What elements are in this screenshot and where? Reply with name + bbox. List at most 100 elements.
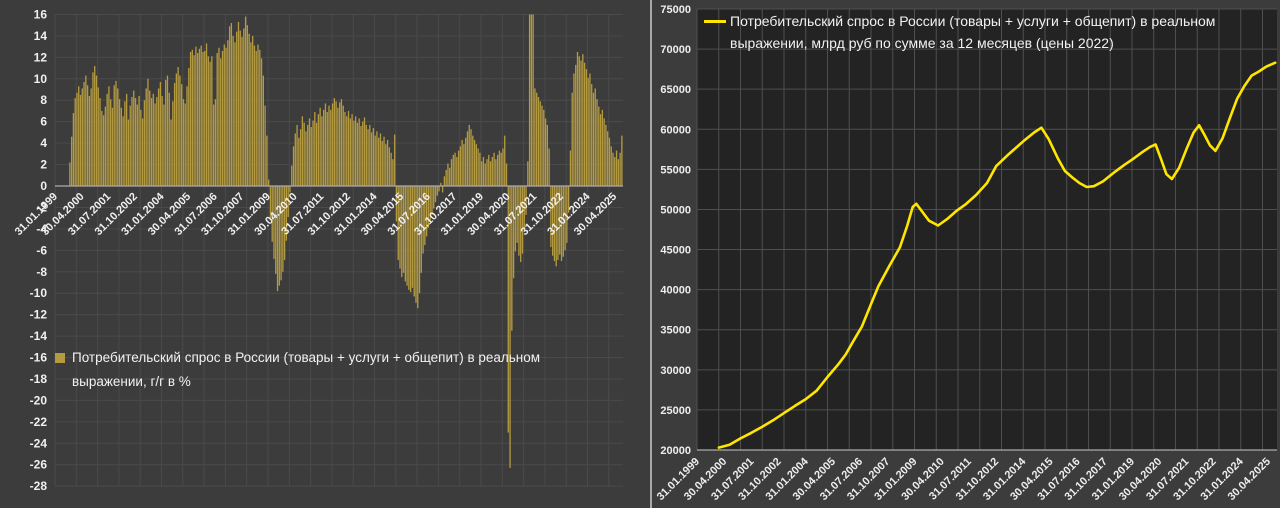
bar [562,186,564,257]
y-axis-label: -4 [36,222,47,236]
y-axis-label: -28 [30,479,48,493]
bar [188,68,190,186]
bar [491,157,493,186]
bar [397,186,399,260]
bar [104,106,107,186]
bar [225,47,227,186]
bar [599,114,602,186]
bar [358,118,360,186]
bar [553,186,556,262]
bar [115,80,117,186]
bar [571,92,573,186]
bar [126,93,128,186]
line-legend-text-line1: Потребительский спрос в России (товары +… [730,13,1216,29]
bar [495,159,497,186]
panel-divider [650,0,652,508]
y-axis-label: -14 [30,329,48,343]
bar [120,107,122,186]
bar [381,140,383,186]
bar [212,104,215,186]
bar [525,186,527,215]
bar [303,122,305,186]
line-legend-text-line2: выражении, млрд руб по сумме за 12 месяц… [730,35,1114,51]
bar [541,105,543,186]
y-axis-label: -10 [30,286,48,300]
bar [289,186,291,193]
bar [218,47,220,186]
bar [543,109,545,186]
bar [177,67,179,186]
y-axis-label: 4 [40,136,47,150]
bar [204,50,206,186]
y-axis-label: 6 [40,115,47,129]
bar [347,110,350,186]
bar [243,28,245,186]
bar [149,90,151,186]
bar [385,144,387,186]
bar [392,159,394,186]
bar [507,186,509,433]
bar [175,73,178,186]
y-axis-label: 35000 [660,325,691,337]
bar [594,88,596,186]
bar [124,101,126,186]
bar [504,135,506,186]
bar [447,163,449,186]
bar [505,163,508,186]
bar [255,50,257,186]
bar [310,127,312,186]
bar [566,186,568,243]
y-axis-label: -20 [30,393,48,407]
y-axis-label: 50000 [660,204,691,216]
bar [603,118,605,186]
bar [351,114,353,186]
bar [85,75,87,186]
bar [605,124,607,186]
bar [378,137,380,186]
bar [379,133,382,186]
bar [463,144,465,186]
y-axis-label: 2 [40,158,47,172]
bar [440,182,442,186]
bar [324,103,327,186]
bar [230,23,233,186]
y-axis-label: 20000 [660,445,691,457]
bar [456,157,458,186]
bar [598,106,600,186]
bar [108,86,110,186]
line-chart-legend: Потребительский спрос в России (товары +… [704,10,1269,54]
bar [163,104,165,186]
bar [388,147,391,186]
bar [221,50,224,186]
bar [399,186,401,269]
bar [321,116,323,186]
bar [493,152,495,186]
bar [607,131,609,186]
bar [482,157,485,186]
bar [516,186,518,243]
bar [511,186,513,331]
y-axis-label: -18 [30,372,48,386]
bar [500,152,502,186]
y-axis-label: 12 [34,50,48,64]
bar [559,186,561,255]
bar [386,139,389,186]
bar [337,107,339,186]
bar [362,121,364,186]
bar [211,56,213,187]
y-axis-label: -12 [30,308,48,322]
bar [236,31,238,186]
bar [165,79,167,186]
bar [552,186,554,256]
bar [193,55,195,186]
bar [118,99,121,186]
y-axis-label: 65000 [660,84,691,96]
y-axis-label: 8 [40,93,47,107]
bar [315,122,318,186]
y-axis-label: -6 [36,243,47,257]
bar [122,116,124,186]
bar [296,124,298,186]
y-axis-label: 40000 [660,285,691,297]
bar [383,136,385,186]
